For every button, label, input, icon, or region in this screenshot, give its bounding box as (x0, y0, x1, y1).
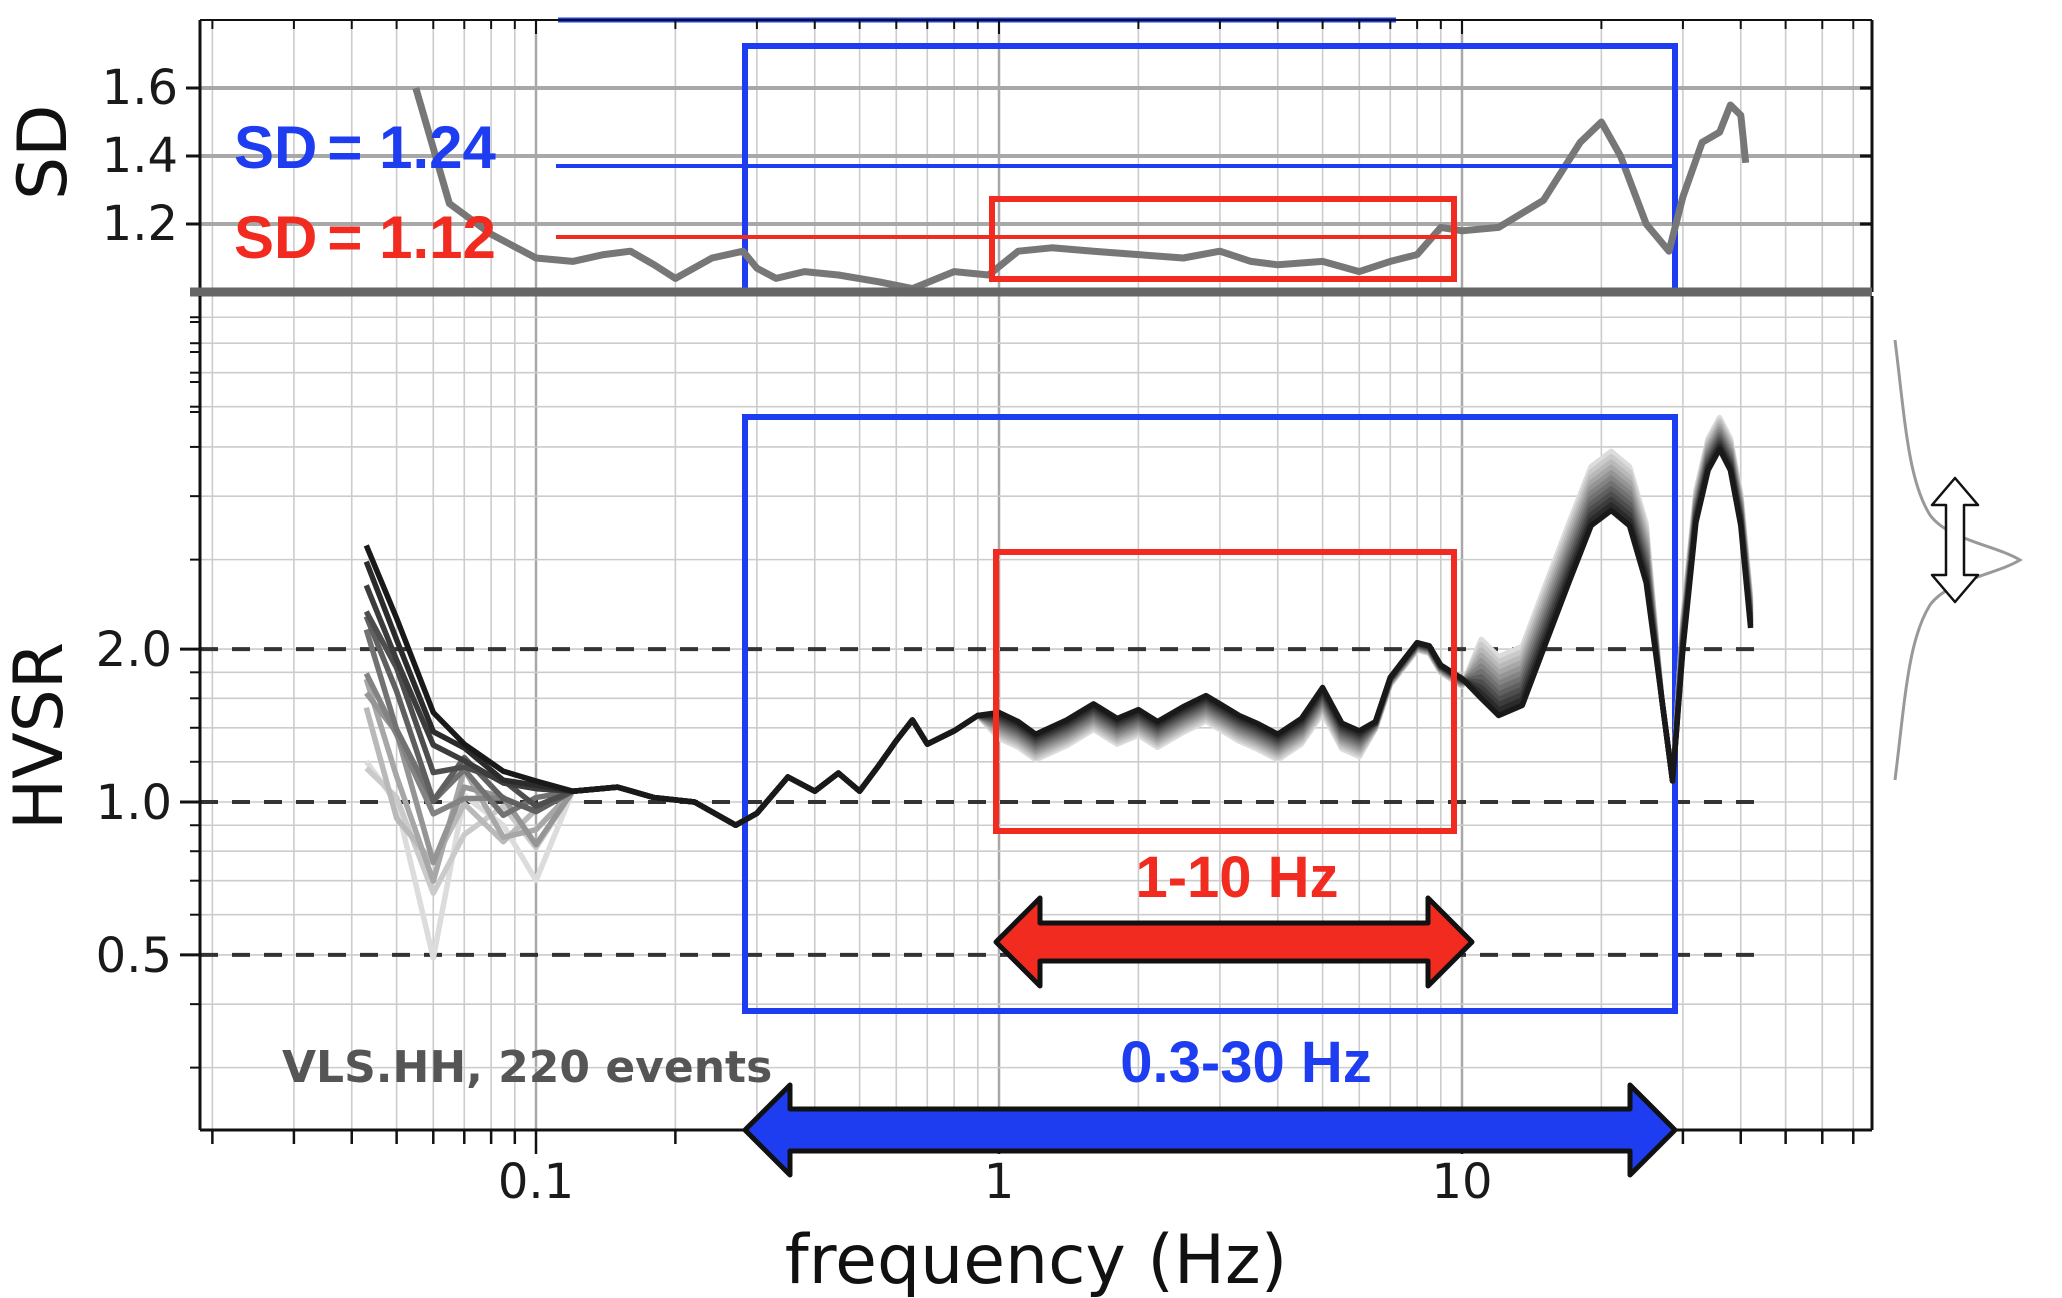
blue-double-arrow (742, 1082, 1678, 1178)
hvsr-y-tick-label: 1.0 (96, 775, 172, 831)
blue-band-label: 0.3-30 Hz (1120, 1030, 1371, 1095)
sd-y-tick-label: 1.6 (102, 60, 178, 116)
sd-blue-label: SD = 1.24 (234, 114, 496, 181)
hvsr-event-curve (363, 440, 1754, 828)
hvsr-axis-label: HVSR (0, 642, 79, 830)
x-axis-label: frequency (Hz) (785, 1221, 1288, 1298)
hvsr-red-band-box (993, 549, 1457, 834)
x-tick-label: 1 (984, 1154, 1015, 1210)
hvsr-y-tick-label: 2.0 (96, 622, 172, 678)
hvsr-event-curve (364, 414, 1754, 961)
sd-y-tick-label: 1.2 (102, 196, 178, 252)
hvsr-y-tick-label: 0.5 (96, 928, 172, 984)
axis-tick-labels: 1.2 1.4 1.6 0.5 1.0 2.0 0.1 1 10 (96, 60, 1493, 1210)
x-tick-label: 0.1 (498, 1154, 574, 1210)
sd-panel-grid (200, 20, 1872, 292)
station-label: VLS.HH, 220 events (282, 1042, 772, 1093)
hvsr-curves (363, 414, 1754, 961)
x-tick-label: 10 (1431, 1154, 1492, 1210)
gaussian-curve-icon (1893, 339, 2023, 781)
sd-y-tick-label: 1.4 (102, 128, 178, 184)
sd-red-label: SD = 1.12 (234, 204, 496, 271)
hvsr-event-curve (363, 446, 1754, 828)
blue-band-boxes (558, 17, 1678, 1014)
red-band-arrow: 1-10 Hz (993, 845, 1475, 989)
double-arrow-icon (1930, 476, 1980, 604)
sd-axis-label: SD (4, 104, 83, 200)
hvsr-panel-grid (200, 296, 1872, 1130)
red-band-label: 1-10 Hz (1135, 845, 1338, 910)
variability-gaussian-glyph (1893, 339, 2023, 781)
blue-band-arrow: 0.3-30 Hz (742, 1030, 1678, 1178)
sd-value-annotations: SD = 1.24 SD = 1.12 (234, 114, 1675, 271)
red-double-arrow (993, 895, 1475, 989)
sd-curve (412, 87, 1750, 292)
